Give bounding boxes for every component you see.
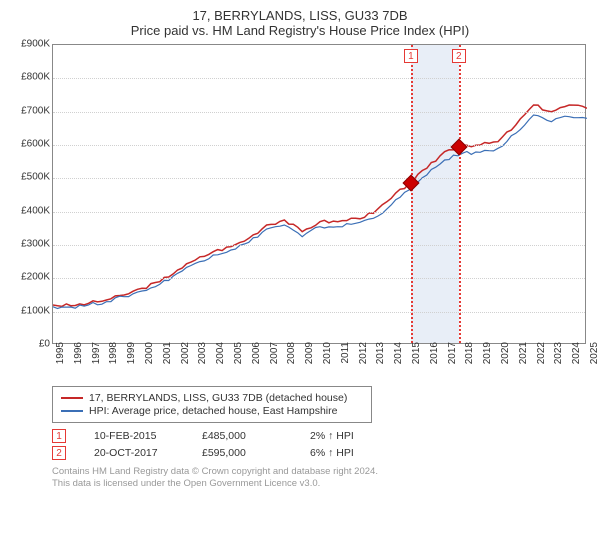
y-axis: £0£100K£200K£300K£400K£500K£600K£700K£80… bbox=[10, 44, 52, 344]
y-tick-label: £400K bbox=[21, 205, 50, 216]
x-tick-label: 1997 bbox=[91, 342, 102, 380]
x-tick-label: 2005 bbox=[233, 342, 244, 380]
legend-item: HPI: Average price, detached house, East… bbox=[61, 405, 363, 417]
x-tick-label: 2001 bbox=[162, 342, 173, 380]
x-tick-label: 2016 bbox=[429, 342, 440, 380]
footer-line: Contains HM Land Registry data © Crown c… bbox=[52, 466, 590, 478]
x-tick-label: 2003 bbox=[197, 342, 208, 380]
transaction-row: 2 20-OCT-2017 £595,000 6% ↑ HPI bbox=[52, 446, 590, 460]
x-tick-label: 2012 bbox=[358, 342, 369, 380]
y-tick-label: £0 bbox=[39, 339, 50, 350]
title-subtitle: Price paid vs. HM Land Registry's House … bbox=[10, 23, 590, 38]
x-tick-label: 2000 bbox=[144, 342, 155, 380]
transaction-vline-label: 2 bbox=[452, 49, 466, 63]
x-axis: 1995199619971998199920002001200220032004… bbox=[52, 346, 586, 384]
x-tick-label: 1998 bbox=[108, 342, 119, 380]
plot-area: 12 bbox=[52, 44, 586, 344]
x-tick-label: 2011 bbox=[340, 342, 351, 380]
y-tick-label: £700K bbox=[21, 105, 50, 116]
y-tick-label: £600K bbox=[21, 139, 50, 150]
x-tick-label: 2019 bbox=[482, 342, 493, 380]
x-tick-label: 1996 bbox=[73, 342, 84, 380]
legend: 17, BERRYLANDS, LISS, GU33 7DB (detached… bbox=[52, 386, 372, 423]
transaction-date: 20-OCT-2017 bbox=[94, 447, 174, 459]
series-property bbox=[53, 105, 587, 306]
transactions-table: 1 10-FEB-2015 £485,000 2% ↑ HPI 2 20-OCT-2017… bbox=[52, 429, 590, 460]
y-tick-label: £300K bbox=[21, 239, 50, 250]
x-tick-label: 2013 bbox=[375, 342, 386, 380]
transaction-price: £485,000 bbox=[202, 430, 282, 442]
gridline bbox=[53, 278, 585, 279]
footer-attribution: Contains HM Land Registry data © Crown c… bbox=[52, 466, 590, 491]
legend-swatch bbox=[61, 397, 83, 399]
transaction-index: 1 bbox=[52, 429, 66, 443]
transaction-delta: 2% ↑ HPI bbox=[310, 430, 390, 442]
x-tick-label: 2010 bbox=[322, 342, 333, 380]
legend-swatch bbox=[61, 410, 83, 412]
footer-line: This data is licensed under the Open Gov… bbox=[52, 478, 590, 490]
x-tick-label: 1999 bbox=[126, 342, 137, 380]
x-tick-label: 2024 bbox=[571, 342, 582, 380]
x-tick-label: 2017 bbox=[447, 342, 458, 380]
gridline bbox=[53, 312, 585, 313]
title-address: 17, BERRYLANDS, LISS, GU33 7DB bbox=[10, 8, 590, 23]
x-tick-label: 2020 bbox=[500, 342, 511, 380]
x-tick-label: 2023 bbox=[553, 342, 564, 380]
legend-item: 17, BERRYLANDS, LISS, GU33 7DB (detached… bbox=[61, 392, 363, 404]
gridline bbox=[53, 178, 585, 179]
x-tick-label: 2021 bbox=[518, 342, 529, 380]
y-tick-label: £100K bbox=[21, 305, 50, 316]
x-tick-label: 2018 bbox=[464, 342, 475, 380]
transaction-price: £595,000 bbox=[202, 447, 282, 459]
x-tick-label: 2022 bbox=[536, 342, 547, 380]
gridline bbox=[53, 245, 585, 246]
line-series-svg bbox=[53, 45, 587, 345]
transaction-vline-label: 1 bbox=[404, 49, 418, 63]
transaction-index: 2 bbox=[52, 446, 66, 460]
x-tick-label: 2025 bbox=[589, 342, 600, 380]
x-tick-label: 2002 bbox=[180, 342, 191, 380]
x-tick-label: 2008 bbox=[286, 342, 297, 380]
x-tick-label: 2015 bbox=[411, 342, 422, 380]
x-tick-label: 2009 bbox=[304, 342, 315, 380]
y-tick-label: £800K bbox=[21, 72, 50, 83]
y-tick-label: £900K bbox=[21, 39, 50, 50]
x-tick-label: 2006 bbox=[251, 342, 262, 380]
gridline bbox=[53, 212, 585, 213]
y-tick-label: £200K bbox=[21, 272, 50, 283]
gridline bbox=[53, 78, 585, 79]
transaction-row: 1 10-FEB-2015 £485,000 2% ↑ HPI bbox=[52, 429, 590, 443]
x-tick-label: 2004 bbox=[215, 342, 226, 380]
chart-title: 17, BERRYLANDS, LISS, GU33 7DB Price pai… bbox=[10, 8, 590, 38]
transaction-delta: 6% ↑ HPI bbox=[310, 447, 390, 459]
chart-area: £0 £100K £200K £300K £400K £500K £600K £700K £80… bbox=[10, 44, 588, 384]
legend-label: HPI: Average price, detached house, East… bbox=[89, 405, 337, 417]
gridline bbox=[53, 112, 585, 113]
transaction-date: 10-FEB-2015 bbox=[94, 430, 174, 442]
legend-label: 17, BERRYLANDS, LISS, GU33 7DB (detached… bbox=[89, 392, 347, 404]
x-tick-label: 2007 bbox=[269, 342, 280, 380]
x-tick-label: 1995 bbox=[55, 342, 66, 380]
transaction-vline bbox=[411, 45, 413, 343]
transaction-vline bbox=[459, 45, 461, 343]
gridline bbox=[53, 145, 585, 146]
x-tick-label: 2014 bbox=[393, 342, 404, 380]
y-tick-label: £500K bbox=[21, 172, 50, 183]
